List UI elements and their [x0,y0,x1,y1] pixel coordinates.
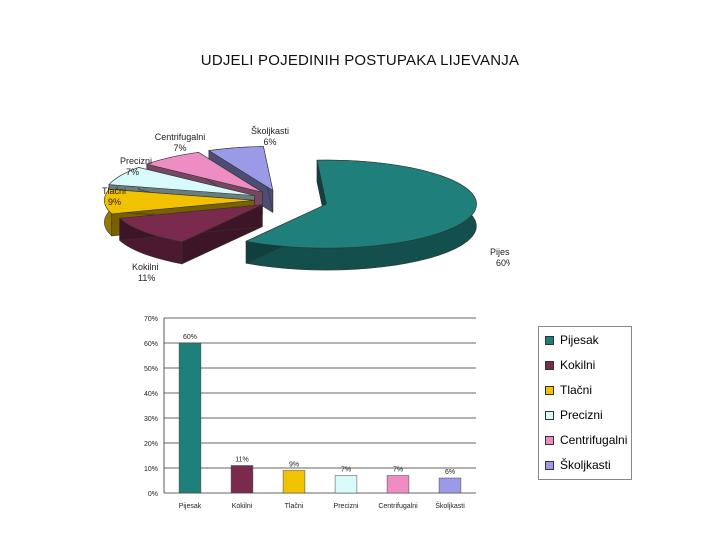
pie-value-label-precizni: 7% [126,167,139,177]
bar-data-label: 6% [445,469,455,476]
bar-chart-legend: Pijesak Kokilni Tlačni Precizni Centrifugaln… [538,326,632,480]
x-tick-label: Kokilni [232,503,253,510]
legend-swatch [545,410,554,420]
bar [438,477,462,494]
chart-title: UDJELI POJEDINIH POSTUPAKA LIJEVANJA [200,52,520,69]
pie-label-kokilni: Kokilni [132,262,159,272]
legend-label: Kokilni [560,358,596,372]
pie-chart: Pijesak60%Kokilni11%Tlačni9%Precizni7%Ce… [102,126,510,283]
legend-item: Precizni [545,406,603,424]
pie-label-centrifugalni: Centrifugalni [155,132,206,142]
y-tick-label: 50% [144,366,158,373]
bar [334,475,358,494]
bar-data-label: 60% [183,334,197,341]
bar [282,470,306,494]
y-tick-label: 60% [144,341,158,348]
x-tick-label: Školjkasti [435,501,465,510]
pie-value-label-centrifugalni: 7% [173,143,186,153]
x-tick-label: Centrifugalni [378,503,418,510]
pie-slice-pijesak [245,159,477,271]
y-tick-label: 40% [144,391,158,398]
pie-label-tlacni: Tlačni [102,186,126,196]
x-tick-label: Tlačni [285,503,304,510]
pie-label-pijesak: Pijesak [490,247,510,257]
legend-label: Tlačni [560,383,593,397]
bar-data-label: 11% [235,457,249,464]
bar-data-label: 7% [393,467,403,474]
pie-slice-kokilni [118,204,263,265]
legend-swatch [545,360,554,370]
legend-item: Centrifugalni [545,431,627,449]
pie-value-label-pijesak: 60% [496,258,510,268]
pie-value-label-kokilni: 11% [138,273,155,283]
y-tick-label: 30% [144,416,158,423]
legend-label: Centrifugalni [560,433,628,447]
legend-swatch [545,460,554,470]
legend-item: Pijesak [545,331,599,349]
legend-swatch [545,335,554,345]
legend-item: Školjkasti [545,456,611,474]
pie-label-precizni: Precizni [120,156,152,166]
legend-item: Tlačni [545,381,592,399]
bar-chart: 0% 10% 20% 30% 40% 50% 60% 70% 60% Pijesak 11% Koki… [144,316,476,510]
bar [178,342,202,494]
pie-value-label-tlacni: 9% [108,197,121,207]
pie-value-label-skoljkasti: 6% [263,137,276,147]
y-tick-label: 10% [144,466,158,473]
bar-data-label: 9% [289,462,299,469]
legend-label: Pijesak [560,333,599,347]
y-tick-label: 0% [148,491,158,498]
y-tick-label: 20% [144,441,158,448]
bar [230,465,254,494]
legend-item: Kokilni [545,356,595,374]
x-tick-label: Pijesak [179,503,202,510]
legend-swatch [545,435,554,445]
pie-label-skoljkasti: Školjkasti [251,126,289,136]
x-tick-label: Precizni [334,503,359,510]
y-tick-label: 70% [144,316,158,323]
bar-data-label: 7% [341,467,351,474]
legend-swatch [545,385,554,395]
legend-label: Školjkasti [560,458,611,472]
bar [386,475,410,494]
legend-label: Precizni [560,408,603,422]
